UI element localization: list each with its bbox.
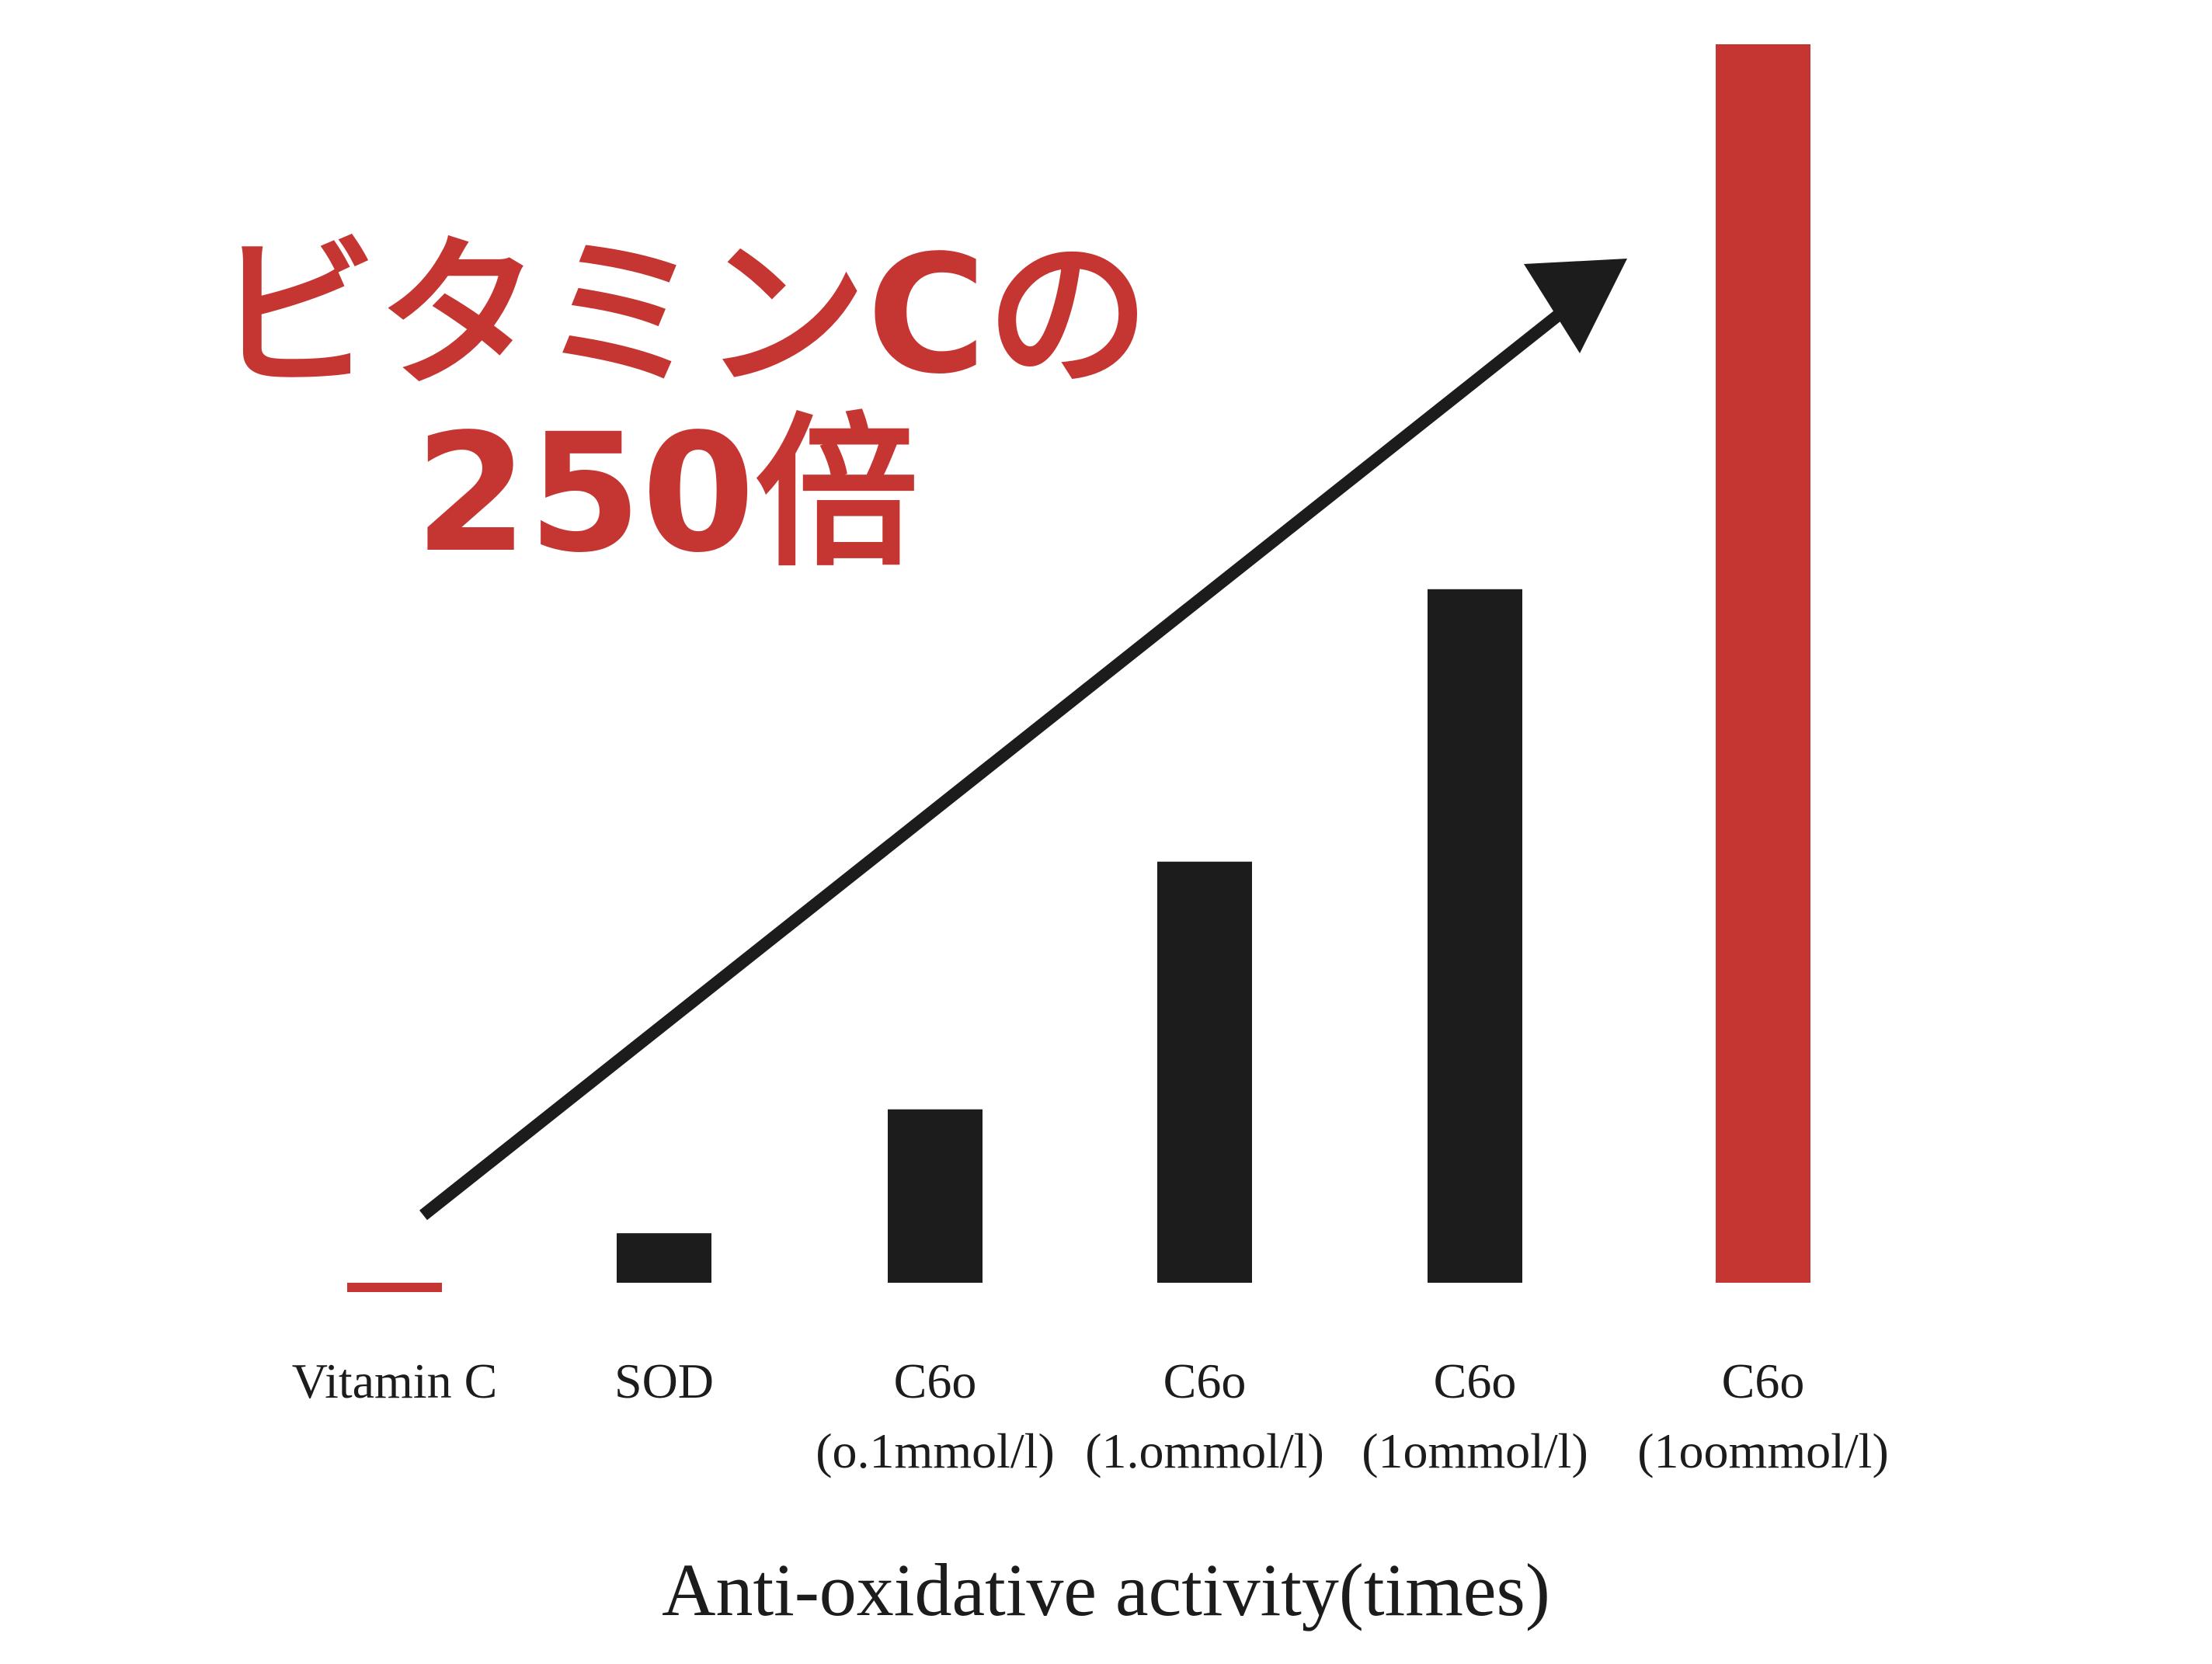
headline-line-1: ビタミンCの: [214, 220, 1149, 410]
category-label-6-line-2: (1oommol/l): [1637, 1423, 1889, 1478]
category-label-3-line-1: C6o: [894, 1353, 977, 1409]
category-label-1: Vitamin C: [292, 1353, 498, 1409]
category-label-5-line-2: (1ommol/l): [1362, 1423, 1588, 1478]
category-label-2: SOD: [614, 1353, 714, 1409]
category-label-4-line-1: C6o: [1163, 1353, 1247, 1409]
trend-arrow: [419, 259, 1627, 1221]
trend-arrow-head: [1524, 259, 1627, 353]
category-label-3-line-2: (o.1mmol/l): [816, 1423, 1055, 1478]
x-axis-label: Anti-oxidative activity(times): [662, 1548, 1550, 1631]
bar-3: [888, 1109, 983, 1283]
bars-layer: [347, 44, 1810, 1292]
trend-arrow-line: [419, 301, 1573, 1221]
category-label-4-line-2: (1.ommol/l): [1085, 1423, 1324, 1478]
bar-1: [347, 1283, 442, 1292]
bar-6: [1716, 44, 1810, 1283]
bar-5: [1428, 589, 1522, 1283]
bar-4: [1157, 861, 1252, 1283]
category-label-5-line-1: C6o: [1434, 1353, 1517, 1409]
bar-2: [617, 1233, 711, 1283]
category-labels: Vitamin C SOD C6o (o.1mmol/l) C6o (1.ommol/l)…: [292, 1353, 1889, 1478]
category-label-6-line-1: C6o: [1722, 1353, 1805, 1409]
headline-line-2: 250倍: [415, 398, 918, 589]
